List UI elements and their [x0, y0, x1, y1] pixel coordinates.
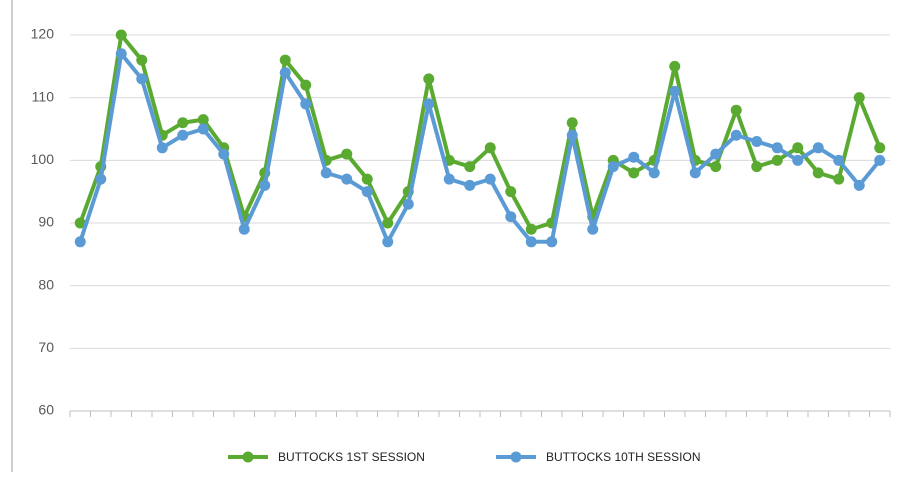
y-tick-label: 70 — [38, 339, 54, 355]
data-point — [853, 92, 865, 104]
data-point — [771, 142, 783, 154]
data-point — [833, 154, 845, 166]
data-point — [853, 179, 865, 191]
legend-marker — [242, 451, 254, 463]
data-point — [525, 236, 537, 248]
data-point — [566, 129, 578, 141]
data-point — [730, 104, 742, 116]
y-tick-label: 100 — [31, 151, 55, 167]
data-point — [423, 73, 435, 85]
data-point — [300, 98, 312, 110]
data-point — [628, 167, 640, 179]
y-tick-label: 80 — [38, 276, 54, 292]
data-point — [505, 186, 517, 198]
data-point — [874, 142, 886, 154]
data-point — [812, 142, 824, 154]
legend-label: BUTTOCKS 1ST SESSION — [278, 450, 425, 464]
data-point — [792, 154, 804, 166]
data-point — [525, 223, 537, 235]
data-point — [156, 142, 168, 154]
data-point — [669, 60, 681, 72]
y-tick-label: 120 — [31, 26, 55, 42]
data-point — [361, 173, 373, 185]
data-point — [95, 173, 107, 185]
data-point — [197, 114, 209, 126]
data-point — [238, 223, 250, 235]
data-point — [382, 236, 394, 248]
data-point — [771, 154, 783, 166]
data-point — [279, 67, 291, 79]
legend-marker — [510, 451, 522, 463]
data-point — [689, 167, 701, 179]
y-tick-label: 110 — [32, 88, 55, 104]
data-point — [484, 142, 496, 154]
series-line — [78, 51, 882, 244]
data-point — [812, 167, 824, 179]
data-point — [320, 167, 332, 179]
data-point — [259, 179, 271, 191]
data-point — [751, 136, 763, 148]
data-point — [546, 236, 558, 248]
data-point — [833, 173, 845, 185]
data-point — [136, 54, 148, 66]
legend-label: BUTTOCKS 10TH SESSION — [546, 450, 700, 464]
data-point — [402, 198, 414, 210]
data-point — [464, 179, 476, 191]
data-point — [710, 161, 722, 173]
data-point — [115, 29, 127, 41]
data-point — [792, 142, 804, 154]
data-point — [218, 148, 230, 160]
data-point — [628, 151, 640, 163]
data-point — [300, 79, 312, 91]
data-point — [136, 73, 148, 85]
data-point — [484, 173, 496, 185]
data-point — [505, 211, 517, 223]
data-point — [587, 223, 599, 235]
data-point — [464, 161, 476, 173]
data-point — [443, 173, 455, 185]
data-point — [115, 48, 127, 60]
y-tick-label: 90 — [38, 214, 54, 230]
data-point — [566, 117, 578, 129]
data-point — [423, 98, 435, 110]
y-tick-label: 60 — [38, 402, 54, 418]
data-point — [197, 123, 209, 135]
data-point — [607, 161, 619, 173]
data-point — [382, 217, 394, 229]
data-point — [177, 117, 189, 129]
data-point — [177, 129, 189, 141]
data-point — [648, 167, 660, 179]
data-point — [279, 54, 291, 66]
data-point — [874, 154, 886, 166]
data-point — [361, 186, 373, 198]
data-point — [751, 161, 763, 173]
data-point — [341, 173, 353, 185]
data-point — [669, 85, 681, 97]
data-point — [341, 148, 353, 160]
data-point — [730, 129, 742, 141]
data-point — [710, 148, 722, 160]
data-point — [74, 217, 86, 229]
data-point — [74, 236, 86, 248]
